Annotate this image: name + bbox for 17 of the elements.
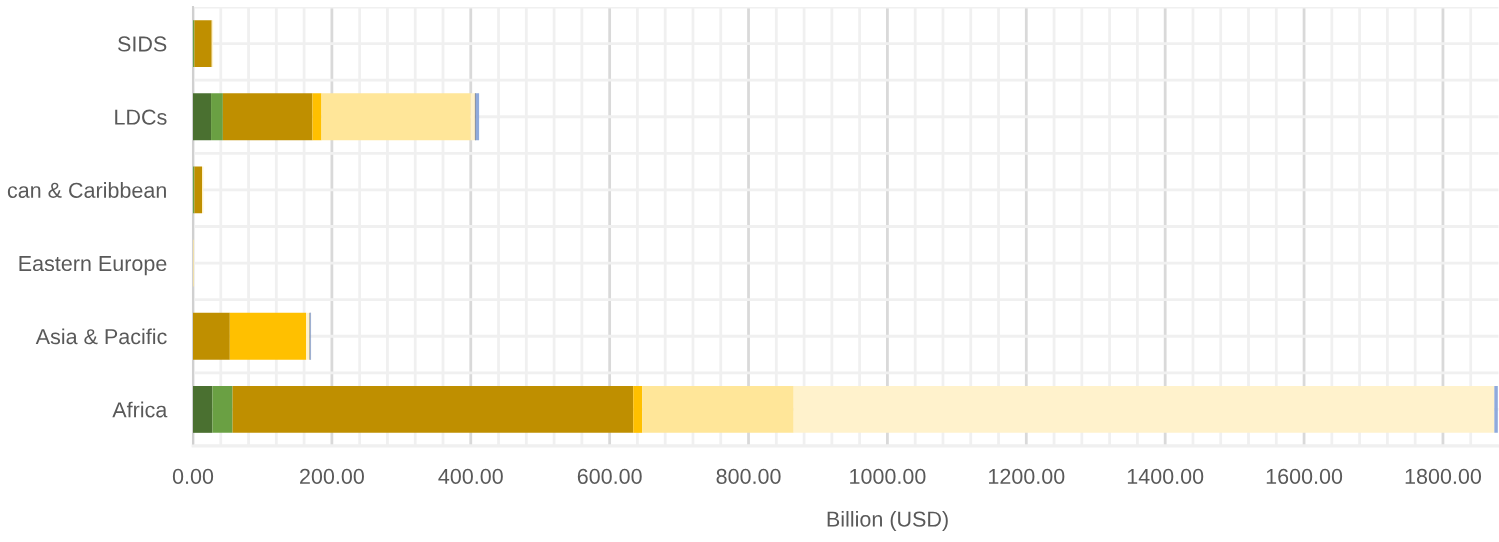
x-tick-label: 1200.00 xyxy=(989,468,1065,485)
y-tick-label: Africa xyxy=(112,401,168,418)
x-tick-label: 400.00 xyxy=(438,468,503,485)
x-tick-label: 600.00 xyxy=(577,468,642,485)
x-tick-label: 1400.00 xyxy=(1127,468,1204,485)
x-tick-label: 200.00 xyxy=(300,468,364,485)
x-tick-label: 1800.00 xyxy=(1405,468,1482,485)
x-axis-title: Billion (USD) xyxy=(827,510,948,532)
x-tick-label: 1000.00 xyxy=(850,468,926,485)
y-tick-label: SIDS xyxy=(118,36,167,52)
x-tick-label: 1600.00 xyxy=(1266,468,1343,485)
y-tick-label: LDCs xyxy=(115,109,167,125)
y-tick-label: can & Caribbean xyxy=(7,182,166,198)
x-tick-label: 0.00 xyxy=(172,468,214,485)
y-tick-label: Eastern Europe xyxy=(19,256,167,276)
y-tick-label: Asia & Pacific xyxy=(35,328,167,345)
x-tick-label: 800.00 xyxy=(716,468,781,485)
